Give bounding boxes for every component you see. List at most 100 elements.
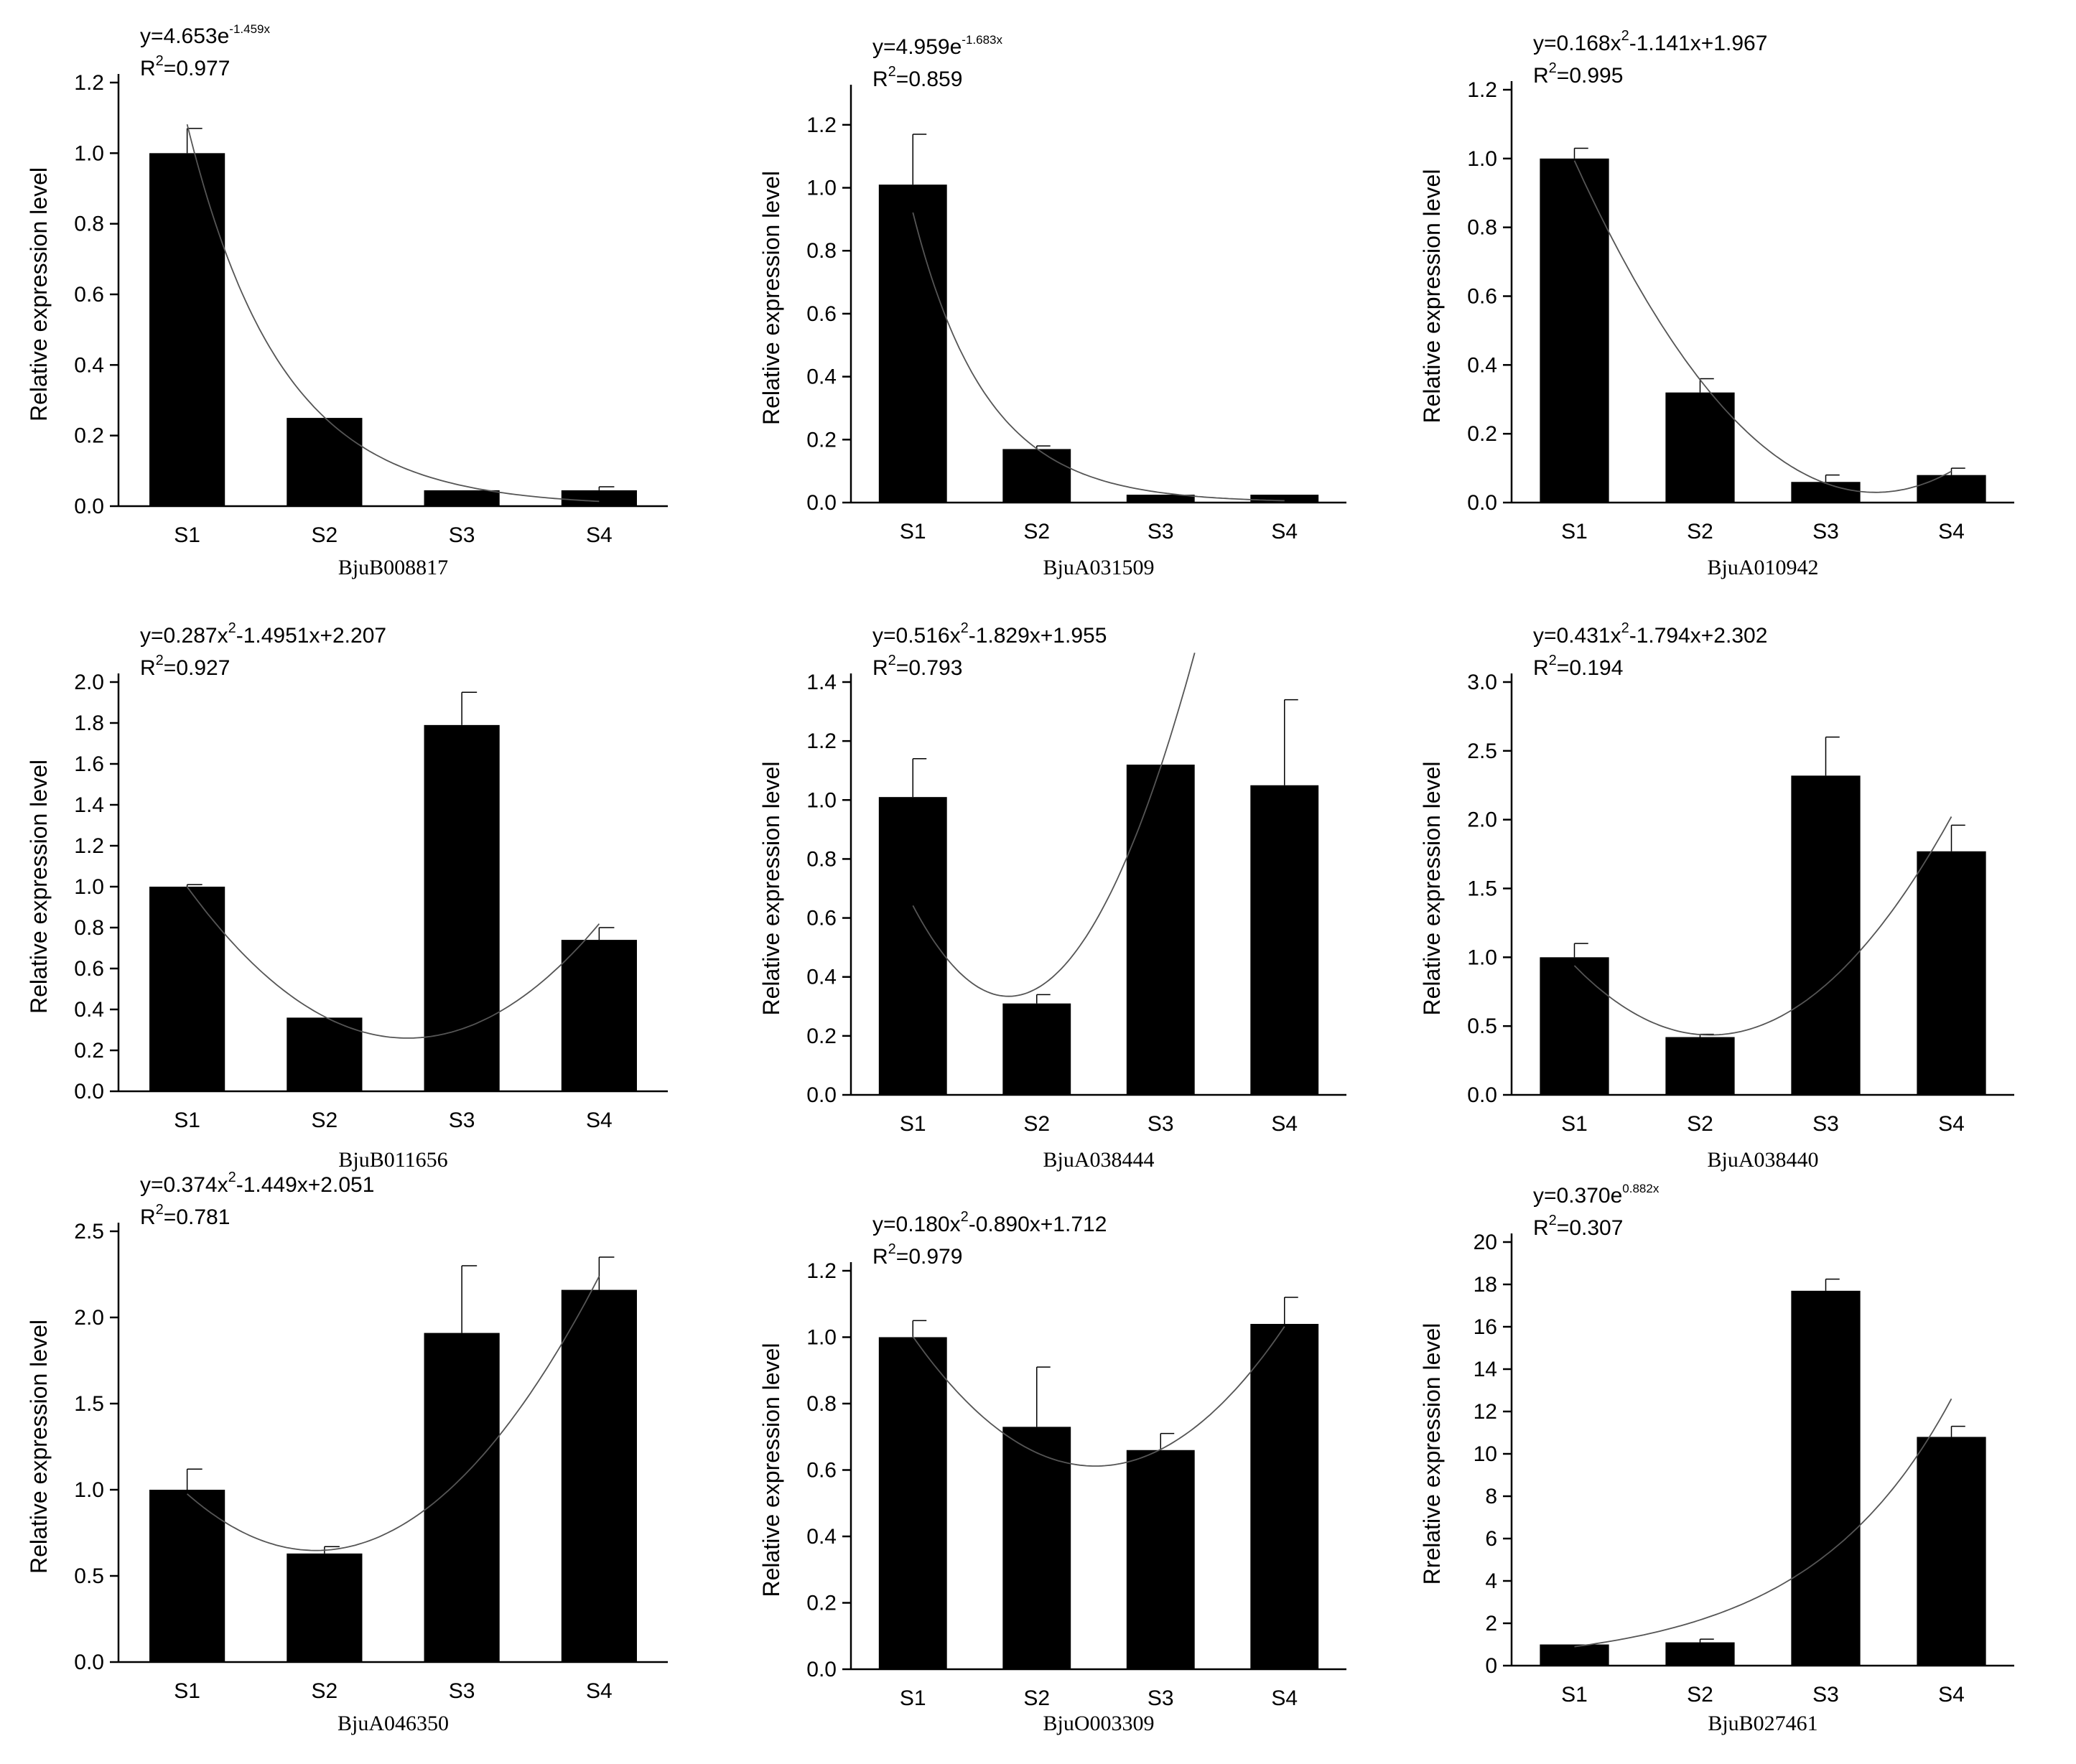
x-tick-label: S3 [449, 1109, 475, 1132]
y-tick-label: 14 [1474, 1358, 1497, 1381]
y-tick-label: 0.0 [74, 1651, 104, 1674]
y-tick-label: 2.0 [1467, 808, 1497, 832]
y-tick-label: 0.4 [74, 353, 104, 377]
y-tick-label: 0.0 [1467, 1083, 1497, 1107]
bar-S2 [1002, 1003, 1071, 1095]
r-squared-value: =0.979 [896, 1245, 963, 1269]
y-tick-label: 1.5 [1467, 877, 1497, 901]
y-axis-title: Relative expression level [758, 1343, 784, 1597]
trend-curve [1573, 816, 1952, 1036]
fit-equation: y=0.180x2-0.890x+1.712 [872, 1209, 1107, 1236]
bar-S4 [561, 490, 637, 506]
y-tick-label: 4 [1485, 1569, 1497, 1593]
x-tick-label: S4 [1271, 1112, 1298, 1136]
y-tick-label: 1.4 [806, 671, 837, 694]
error-bar-S3 [1825, 474, 1840, 482]
bar-S1 [1540, 158, 1609, 503]
bar-S2 [287, 1017, 363, 1091]
gene-label: BjuA031509 [1043, 556, 1154, 579]
y-tick-label: 0.2 [74, 1039, 104, 1063]
x-tick-label: S3 [1812, 1112, 1839, 1136]
y-tick-label: 0.8 [806, 1392, 837, 1416]
chart-panel-BjuA031509: 0.0 0.2 0.4 0.6 0.8 1.0 1.2 Relative expression… [758, 33, 1346, 579]
error-bar-S1 [1573, 943, 1588, 958]
fit-equation: y=4.653e-1.459x [140, 22, 270, 48]
y-tick-label: 18 [1474, 1273, 1497, 1297]
error-bar-S2 [1036, 445, 1051, 449]
bar-S3 [1126, 765, 1195, 1095]
y-tick-label: 1.2 [806, 113, 837, 137]
y-axis-title: Relative expression level [758, 171, 784, 425]
x-tick-label: S2 [1687, 520, 1713, 543]
x-tick-label: S4 [1938, 1683, 1965, 1707]
y-tick-label: 2.5 [1467, 739, 1497, 763]
y-tick-label: 0.8 [74, 916, 104, 940]
y-tick-label: 1.0 [1467, 147, 1497, 171]
error-bar-S2 [1699, 378, 1714, 393]
error-bar-S1 [186, 884, 203, 887]
fit-equation-rest: -1.4951x+2.207 [236, 624, 386, 648]
bar-S4 [1917, 475, 1986, 503]
bar-S3 [1791, 775, 1861, 1095]
gene-label: BjuB008817 [338, 556, 448, 579]
y-tick-label: 1.0 [74, 875, 104, 899]
bar-S1 [149, 153, 225, 507]
fit-equation-rest: -0.890x+1.712 [969, 1213, 1107, 1236]
bar-S2 [287, 418, 363, 506]
r-squared-value: =0.307 [1557, 1216, 1624, 1240]
chart-panel-BjuO003309: 0.0 0.2 0.4 0.6 0.8 1.0 1.2 Relative expression… [758, 1209, 1346, 1735]
bar-S2 [1665, 392, 1735, 503]
bar-S4 [1250, 1324, 1319, 1669]
y-tick-label: 0.6 [806, 907, 837, 930]
fit-equation-rest: -1.794x+2.302 [1629, 624, 1768, 648]
r-squared: R2=0.859 [872, 64, 962, 91]
y-tick-label: 0.4 [806, 1525, 837, 1549]
y-tick-label: 0.4 [806, 365, 837, 389]
r-squared: R2=0.781 [140, 1202, 230, 1229]
fit-equation-exponent: -1.459x [229, 22, 270, 36]
r-squared: R2=0.977 [140, 53, 230, 80]
error-bar-S1 [912, 758, 927, 798]
gene-label: BjuB027461 [1708, 1712, 1817, 1735]
y-tick-label: 0.2 [806, 428, 837, 452]
y-axis-title: Relative expression level [758, 762, 784, 1016]
y-axis-title: Rrelative expression level [1419, 1323, 1445, 1585]
y-tick-label: 0.5 [1467, 1014, 1497, 1038]
bar-S2 [1665, 1037, 1735, 1095]
error-bar-S2 [1036, 994, 1051, 1004]
r-squared: R2=0.927 [140, 653, 230, 680]
y-tick-label: 16 [1474, 1315, 1497, 1339]
y-tick-label: 2 [1485, 1612, 1497, 1635]
fit-equation: y=0.431x2-1.794x+2.302 [1533, 620, 1767, 648]
fit-equation-base: y=0.370e [1533, 1184, 1622, 1208]
y-tick-label: 2.0 [74, 671, 104, 694]
y-tick-label: 1.0 [806, 177, 837, 200]
x-tick-label: S3 [1812, 520, 1839, 543]
y-tick-label: 1.2 [806, 1259, 837, 1283]
r-squared-value: =0.995 [1557, 64, 1624, 88]
r-squared-value: =0.927 [164, 656, 231, 680]
x-tick-label: S1 [900, 1112, 926, 1136]
bar-S4 [561, 1289, 637, 1662]
x-tick-label: S2 [1023, 520, 1050, 543]
bar-S1 [878, 185, 947, 503]
error-bar-S1 [186, 128, 203, 154]
bar-S1 [149, 887, 225, 1091]
y-tick-label: 0.8 [1467, 216, 1497, 240]
y-tick-label: 0.8 [806, 847, 837, 871]
error-bar-S4 [1950, 824, 1965, 851]
y-tick-label: 0.6 [806, 302, 837, 326]
r-squared: R2=0.307 [1533, 1213, 1623, 1240]
y-tick-label: 0.6 [806, 1459, 837, 1483]
x-tick-label: S4 [1938, 520, 1965, 543]
fit-equation-exponent: 0.882x [1622, 1182, 1660, 1195]
y-tick-label: 12 [1474, 1400, 1497, 1424]
bar-S4 [561, 940, 637, 1091]
bar-S4 [1917, 1437, 1986, 1666]
chart-panel-BjuB027461: 0 2 4 6 8 10 12 14 16 18 20 Rrelative expression le… [1419, 1182, 2014, 1735]
y-tick-label: 0.6 [74, 957, 104, 981]
y-tick-label: 3.0 [1467, 671, 1497, 694]
fit-equation-base: y=0.431x [1533, 624, 1621, 648]
y-tick-label: 8 [1485, 1485, 1497, 1508]
